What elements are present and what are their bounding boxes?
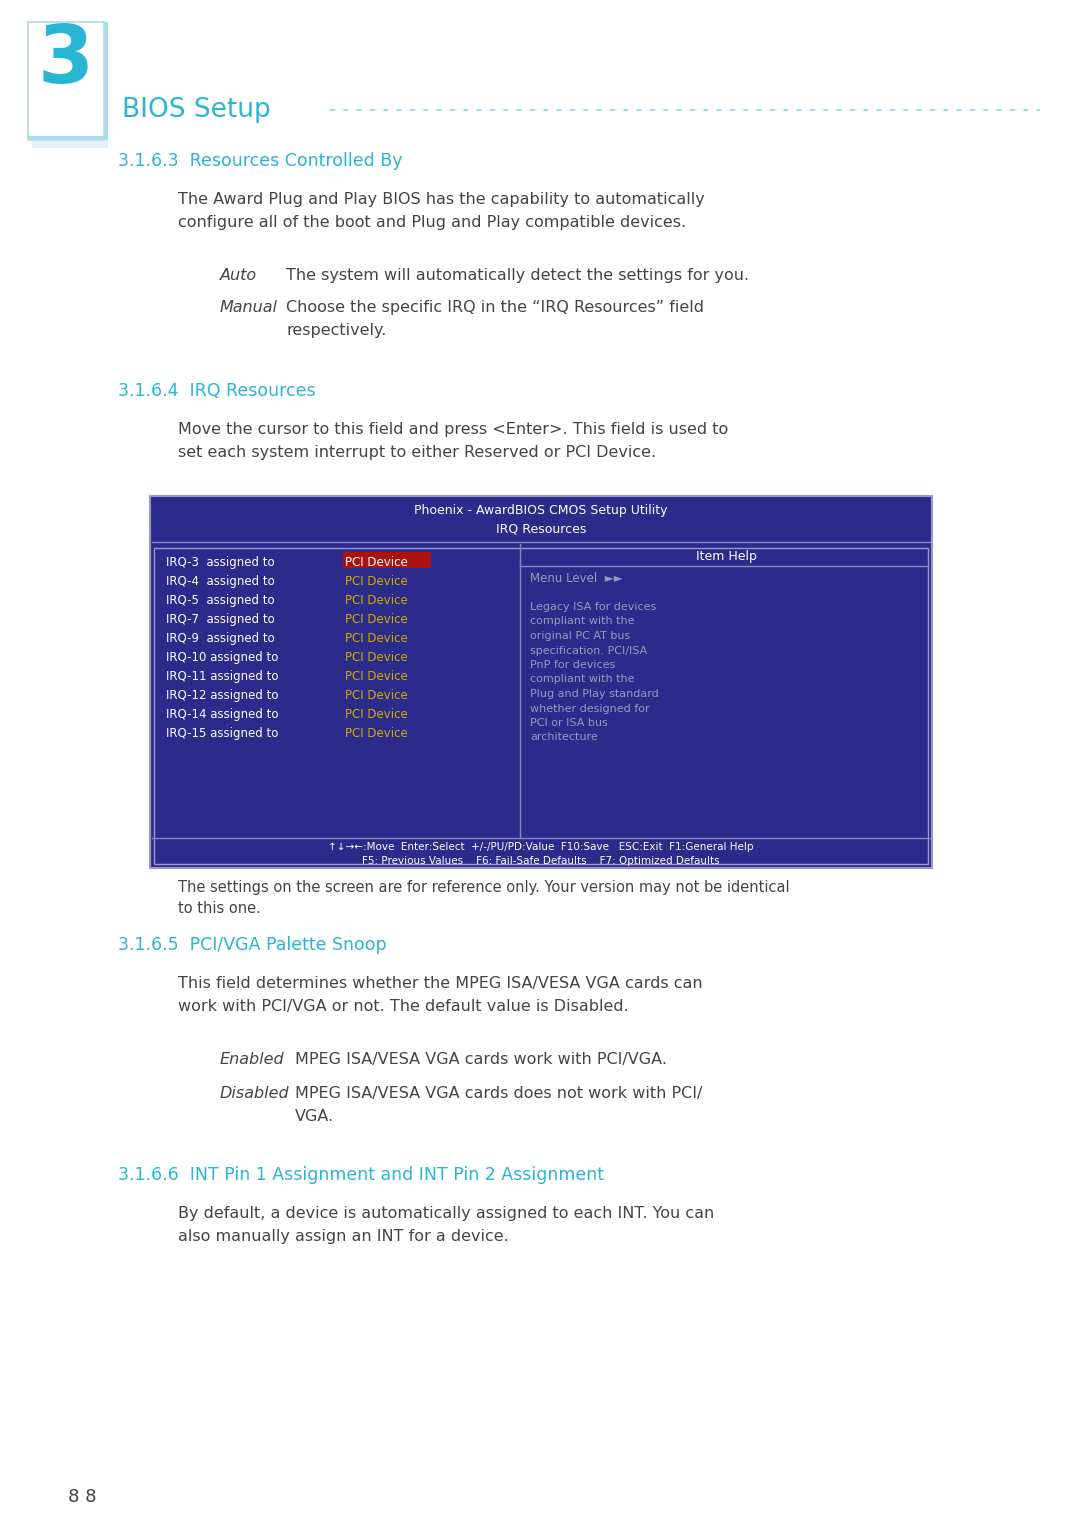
Text: 3: 3 [38, 21, 94, 99]
Text: This field determines whether the MPEG ISA/VESA VGA cards can
work with PCI/VGA : This field determines whether the MPEG I… [178, 976, 703, 1013]
Text: original PC AT bus: original PC AT bus [530, 631, 631, 642]
Text: F5: Previous Values    F6: Fail-Safe Defaults    F7: Optimized Defaults: F5: Previous Values F6: Fail-Safe Defaul… [362, 856, 719, 866]
Text: compliant with the: compliant with the [530, 616, 635, 626]
Text: IRQ-3  assigned to: IRQ-3 assigned to [166, 556, 274, 568]
Text: PCI Device: PCI Device [345, 613, 408, 626]
Text: MPEG ISA/VESA VGA cards work with PCI/VGA.: MPEG ISA/VESA VGA cards work with PCI/VG… [295, 1051, 667, 1067]
Text: IRQ-15 assigned to: IRQ-15 assigned to [166, 727, 279, 740]
Text: Auto: Auto [220, 267, 257, 283]
Text: IRQ-7  assigned to: IRQ-7 assigned to [166, 613, 274, 626]
Text: compliant with the: compliant with the [530, 674, 635, 685]
Text: Menu Level  ►►: Menu Level ►► [530, 571, 623, 585]
Text: Item Help: Item Help [696, 550, 756, 562]
Bar [343, 552, 431, 568]
Text: PnP for devices: PnP for devices [530, 660, 616, 669]
Text: IRQ Resources: IRQ Resources [496, 523, 586, 535]
Text: 3.1.6.4  IRQ Resources: 3.1.6.4 IRQ Resources [118, 382, 315, 400]
Text: PCI Device: PCI Device [345, 669, 408, 683]
Text: Manual: Manual [220, 299, 278, 315]
Text: IRQ-12 assigned to: IRQ-12 assigned to [166, 689, 279, 701]
Text: By default, a device is automatically assigned to each INT. You can
also manuall: By default, a device is automatically as… [178, 1206, 714, 1244]
Text: PCI Device: PCI Device [345, 707, 408, 721]
Text: MPEG ISA/VESA VGA cards does not work with PCI/
VGA.: MPEG ISA/VESA VGA cards does not work wi… [295, 1086, 702, 1123]
Text: Move the cursor to this field and press <Enter>. This field is used to
set each : Move the cursor to this field and press … [178, 422, 728, 460]
Text: IRQ-14 assigned to: IRQ-14 assigned to [166, 707, 279, 721]
Text: The Award Plug and Play BIOS has the capability to automatically
configure all o: The Award Plug and Play BIOS has the cap… [178, 193, 705, 229]
Text: IRQ-4  assigned to: IRQ-4 assigned to [166, 575, 274, 588]
Text: Plug and Play standard: Plug and Play standard [530, 689, 659, 698]
Text: whether designed for: whether designed for [530, 703, 650, 714]
Text: 3.1.6.3  Resources Controlled By: 3.1.6.3 Resources Controlled By [118, 151, 403, 170]
Text: Legacy ISA for devices: Legacy ISA for devices [530, 602, 657, 613]
Text: PCI Device: PCI Device [345, 727, 408, 740]
Bar [28, 136, 108, 141]
Text: 3.1.6.6  INT Pin 1 Assignment and INT Pin 2 Assignment: 3.1.6.6 INT Pin 1 Assignment and INT Pin… [118, 1166, 604, 1184]
Text: PCI Device: PCI Device [345, 651, 408, 665]
Text: Enabled: Enabled [220, 1051, 285, 1067]
Text: PCI Device: PCI Device [345, 594, 408, 607]
Text: The system will automatically detect the settings for you.: The system will automatically detect the… [286, 267, 750, 283]
Text: specification. PCI/ISA: specification. PCI/ISA [530, 645, 647, 656]
Text: PCI Device: PCI Device [345, 556, 408, 568]
Bar [32, 31, 108, 148]
Bar [150, 497, 932, 868]
Text: PCI Device: PCI Device [345, 689, 408, 701]
Text: 3.1.6.5  PCI/VGA Palette Snoop: 3.1.6.5 PCI/VGA Palette Snoop [118, 937, 387, 953]
Bar [28, 21, 104, 141]
Bar [104, 21, 108, 141]
Text: IRQ-11 assigned to: IRQ-11 assigned to [166, 669, 279, 683]
Text: Choose the specific IRQ in the “IRQ Resources” field
respectively.: Choose the specific IRQ in the “IRQ Reso… [286, 299, 704, 338]
Text: Disabled: Disabled [220, 1086, 289, 1102]
Text: IRQ-5  assigned to: IRQ-5 assigned to [166, 594, 274, 607]
Text: PCI Device: PCI Device [345, 575, 408, 588]
Text: PCI Device: PCI Device [345, 633, 408, 645]
Text: The settings on the screen are for reference only. Your version may not be ident: The settings on the screen are for refer… [178, 880, 789, 915]
Text: architecture: architecture [530, 732, 597, 743]
Text: IRQ-9  assigned to: IRQ-9 assigned to [166, 633, 274, 645]
FancyBboxPatch shape [154, 549, 928, 863]
Text: BIOS Setup: BIOS Setup [122, 96, 271, 122]
Text: 8 8: 8 8 [68, 1488, 96, 1507]
Text: ↑↓→←:Move  Enter:Select  +/-/PU/PD:Value  F10:Save   ESC:Exit  F1:General Help: ↑↓→←:Move Enter:Select +/-/PU/PD:Value F… [328, 842, 754, 853]
Text: Phoenix - AwardBIOS CMOS Setup Utility: Phoenix - AwardBIOS CMOS Setup Utility [415, 504, 667, 516]
Text: IRQ-10 assigned to: IRQ-10 assigned to [166, 651, 279, 665]
Text: PCI or ISA bus: PCI or ISA bus [530, 718, 608, 727]
